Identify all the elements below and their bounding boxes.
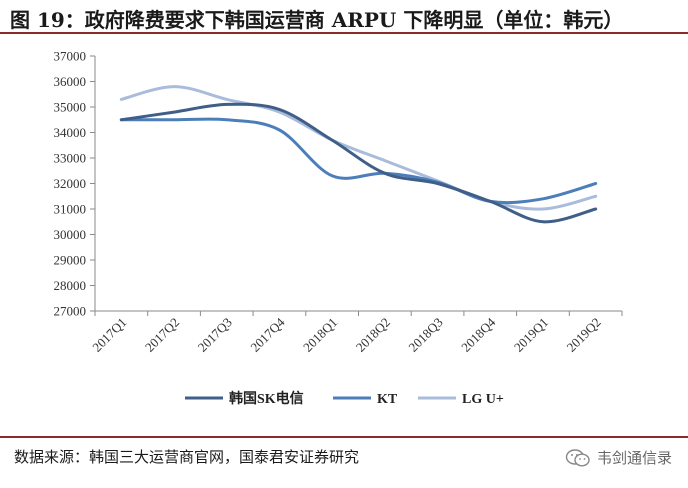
- x-tick-label: 2019Q1: [511, 315, 551, 355]
- chart-area: 27000 28000 29000 30000 31000 32000 33000 34000…: [0, 36, 688, 436]
- x-tick-label: 2018Q1: [300, 315, 340, 355]
- x-tick-label: 2017Q3: [195, 315, 235, 355]
- legend-label: LG U+: [462, 392, 504, 407]
- y-tick-label: 33000: [54, 151, 87, 166]
- watermark: 韦剑通信录: [565, 447, 672, 468]
- y-tick-label: 37000: [54, 49, 87, 64]
- series-line-2: [119, 85, 598, 211]
- x-tick-label: 2018Q4: [458, 314, 499, 355]
- x-tick-label: 2018Q2: [353, 315, 393, 355]
- footer: 数据来源：韩国三大运营商官网，国泰君安证券研究 韦剑通信录: [0, 436, 688, 488]
- y-tick-label: 29000: [54, 253, 87, 268]
- source-note: 数据来源：韩国三大运营商官网，国泰君安证券研究: [14, 448, 360, 466]
- y-tick-label: 28000: [54, 278, 87, 293]
- x-tick-label: 2017Q4: [247, 314, 288, 355]
- series-line-1: [119, 117, 598, 205]
- y-tick-label: 27000: [54, 304, 87, 319]
- x-tick-label: 2019Q2: [564, 315, 604, 355]
- y-tick-label: 35000: [54, 100, 87, 115]
- legend-label: KT: [377, 392, 398, 407]
- legend-label: 韩国SK电信: [229, 390, 304, 407]
- x-tick-label: 2017Q2: [142, 315, 182, 355]
- watermark-text: 韦剑通信录: [596, 449, 672, 467]
- y-tick-label: 32000: [54, 176, 87, 191]
- wechat-icon: [565, 448, 590, 467]
- y-tick-label: 34000: [54, 125, 87, 140]
- y-tick-label: 30000: [54, 227, 87, 242]
- chart-title: 图 19：政府降费要求下韩国运营商 ARPU 下降明显（单位：韩元）: [0, 0, 688, 34]
- y-tick-label: 36000: [54, 74, 87, 89]
- x-tick-label: 2017Q1: [89, 315, 129, 355]
- y-tick-label: 31000: [54, 202, 87, 217]
- x-tick-label: 2018Q3: [405, 315, 445, 355]
- line-chart: 27000 28000 29000 30000 31000 32000 33000 34000…: [54, 49, 623, 407]
- series-line-0: [119, 102, 598, 224]
